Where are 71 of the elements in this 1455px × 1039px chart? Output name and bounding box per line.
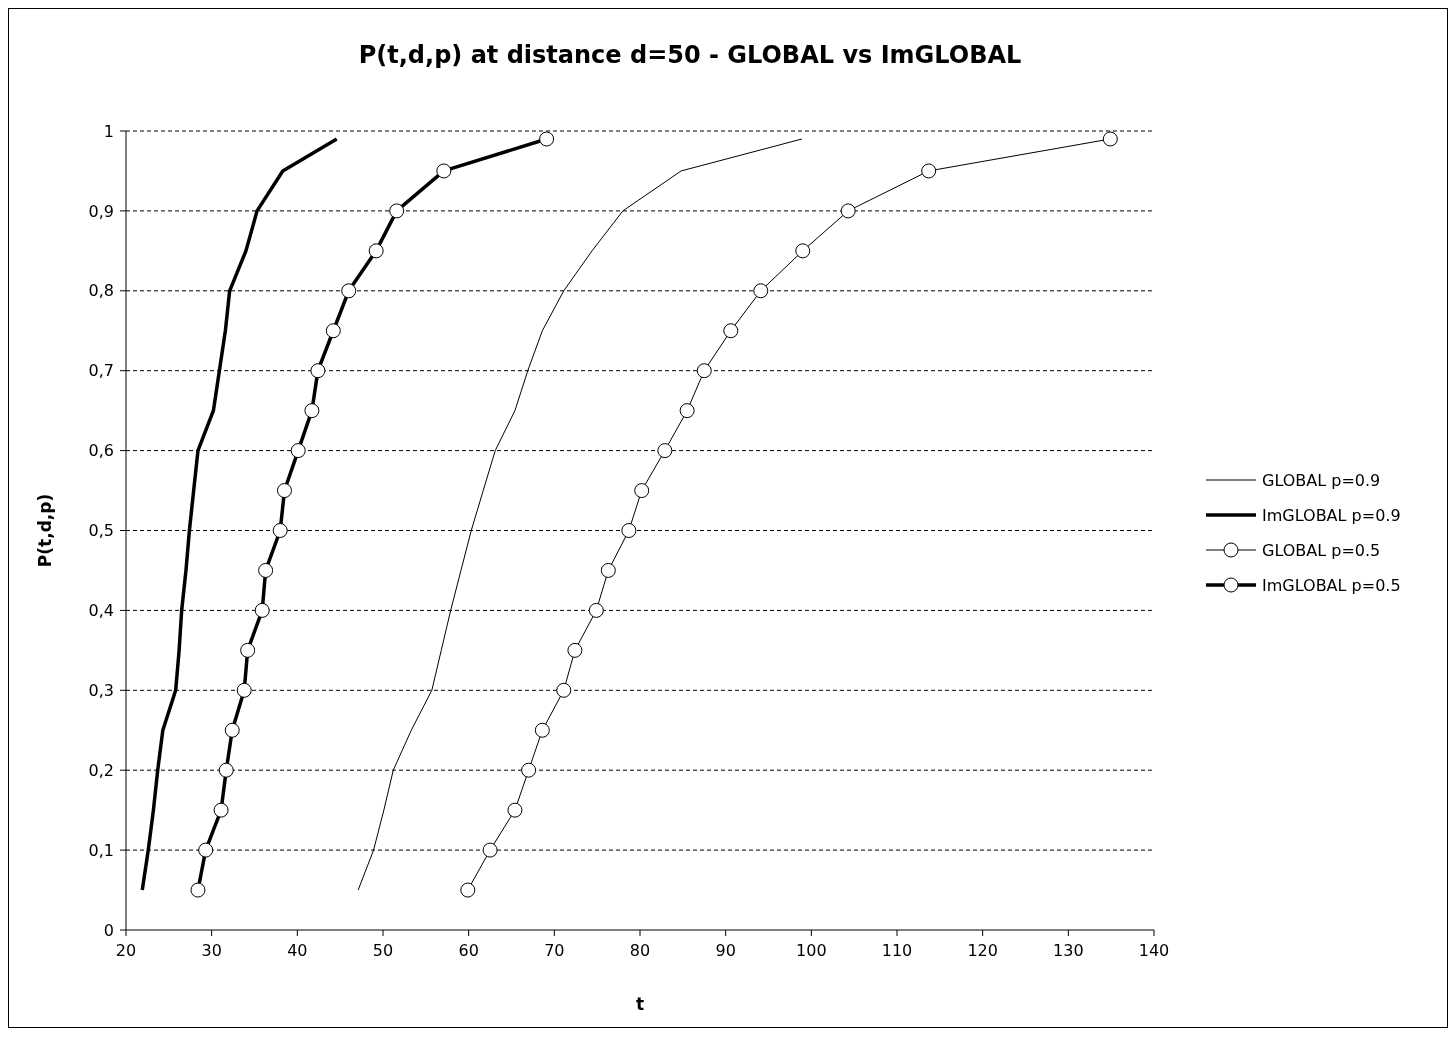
point bbox=[240, 642, 256, 658]
y-tick-label: 0,3 bbox=[88, 680, 114, 700]
point bbox=[1102, 131, 1118, 147]
y-tick-label: 0 bbox=[103, 920, 114, 940]
x-tick-label: 100 bbox=[796, 941, 827, 960]
legend-label: GLOBAL p=0.9 bbox=[1262, 470, 1381, 490]
x-tick-label: 120 bbox=[967, 941, 998, 960]
point bbox=[753, 283, 769, 299]
x-axis-title: t bbox=[635, 994, 645, 1014]
point bbox=[341, 283, 357, 299]
point bbox=[213, 802, 229, 818]
y-tick-label: 0,6 bbox=[88, 441, 114, 461]
point bbox=[723, 323, 739, 339]
x-tick-label: 50 bbox=[372, 941, 394, 960]
point bbox=[190, 882, 206, 898]
point bbox=[621, 523, 637, 538]
y-tick-label: 0,4 bbox=[88, 601, 114, 620]
y-tick-label: 0,1 bbox=[88, 840, 114, 860]
legend-label: ImGLOBAL p=0.9 bbox=[1262, 505, 1401, 525]
point bbox=[258, 562, 274, 578]
point bbox=[304, 403, 320, 419]
point bbox=[276, 483, 292, 499]
chart-title: P(t,d,p) at distance d=50 - GLOBAL vs ImGLOBAL bbox=[358, 41, 1022, 69]
x-tick-label: 60 bbox=[458, 941, 479, 960]
point bbox=[840, 203, 856, 219]
point bbox=[588, 602, 604, 618]
point bbox=[389, 203, 405, 219]
point bbox=[310, 363, 326, 379]
y-axis-title: P(t,d,p) bbox=[35, 493, 55, 568]
point bbox=[224, 722, 240, 738]
point bbox=[198, 842, 214, 858]
point bbox=[600, 562, 616, 578]
point bbox=[657, 443, 673, 459]
x-tick-label: 40 bbox=[287, 941, 308, 960]
point bbox=[634, 483, 650, 499]
point bbox=[290, 443, 306, 459]
point bbox=[567, 642, 583, 658]
point bbox=[696, 363, 712, 379]
point bbox=[460, 882, 476, 898]
point bbox=[534, 722, 550, 738]
legend-label: ImGLOBAL p=0.5 bbox=[1262, 575, 1401, 595]
x-tick-label: 80 bbox=[629, 941, 651, 960]
point bbox=[556, 682, 572, 698]
point bbox=[368, 243, 384, 259]
y-tick-label: 0,7 bbox=[88, 361, 114, 381]
x-tick-label: 110 bbox=[881, 941, 913, 960]
point bbox=[218, 762, 234, 778]
point bbox=[921, 163, 937, 179]
y-tick-label: 1 bbox=[103, 121, 114, 141]
legend-label: GLOBAL p=0.5 bbox=[1262, 540, 1381, 560]
point bbox=[254, 602, 270, 618]
x-tick-label: 140 bbox=[1138, 941, 1170, 960]
point bbox=[521, 762, 537, 778]
y-tick-label: 0,8 bbox=[88, 281, 114, 301]
point bbox=[482, 842, 498, 858]
point bbox=[507, 802, 523, 818]
point bbox=[679, 403, 695, 419]
x-tick-label: 20 bbox=[115, 941, 137, 960]
x-tick-label: 30 bbox=[201, 941, 222, 960]
point bbox=[325, 323, 341, 339]
x-tick-label: 130 bbox=[1053, 941, 1084, 960]
point bbox=[236, 682, 252, 698]
point bbox=[795, 243, 811, 259]
x-tick-label: 70 bbox=[544, 941, 565, 960]
y-tick-label: 0,9 bbox=[88, 201, 114, 221]
y-tick-label: 0,5 bbox=[88, 521, 114, 541]
x-tick-label: 90 bbox=[715, 941, 736, 960]
point bbox=[539, 131, 555, 147]
point bbox=[436, 163, 452, 179]
y-tick-label: 0,2 bbox=[88, 760, 114, 780]
point bbox=[272, 523, 288, 538]
